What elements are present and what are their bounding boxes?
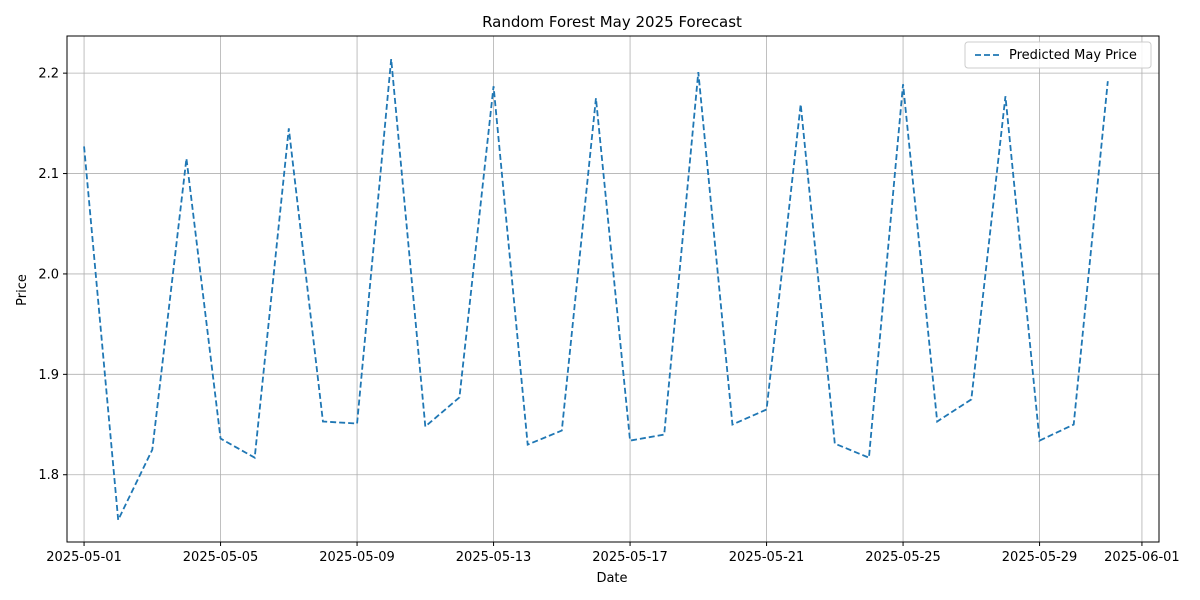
data-point — [322, 420, 324, 422]
x-tick-label: 2025-05-29 — [1002, 550, 1078, 565]
y-axis-ticks: 1.8 1.9 2.0 2.1 2.2 — [38, 67, 67, 483]
plot-background — [67, 36, 1159, 542]
x-tick-label: 2025-06-01 — [1104, 550, 1180, 565]
y-tick-label: 2.2 — [38, 67, 59, 82]
data-point — [663, 433, 665, 435]
y-axis-label: Price — [15, 274, 30, 306]
data-point — [185, 157, 187, 159]
data-point — [595, 97, 597, 99]
legend-box — [964, 41, 1152, 69]
data-point — [83, 145, 85, 147]
data-point — [424, 425, 426, 427]
chart-title: Random Forest May 2025 Forecast — [482, 13, 742, 31]
x-tick-label: 2025-05-13 — [456, 550, 532, 565]
x-tick-label: 2025-05-09 — [319, 550, 395, 565]
data-point — [902, 83, 904, 85]
x-tick-label: 2025-05-01 — [46, 550, 122, 565]
data-point — [390, 58, 392, 60]
x-axis-ticks: 2025-05-01 2025-05-05 2025-05-09 2025-05-13… — [46, 542, 1180, 565]
data-point — [117, 519, 119, 521]
x-tick-label: 2025-05-17 — [592, 550, 668, 565]
x-axis-label: Date — [596, 571, 627, 586]
data-point — [629, 439, 631, 441]
data-point — [868, 456, 870, 458]
data-point — [970, 398, 972, 400]
data-point — [1107, 80, 1109, 82]
data-point — [356, 422, 358, 424]
series-line-0 — [83, 59, 1109, 524]
y-tick-label: 2.0 — [38, 267, 59, 282]
plot-frame — [66, 35, 1160, 543]
data-point — [1072, 423, 1074, 425]
data-point — [458, 396, 460, 398]
y-tick-label: 1.9 — [38, 368, 59, 383]
legend-entry-label: Predicted May Price — [1009, 48, 1137, 63]
grid — [67, 36, 1159, 542]
data-point — [492, 85, 494, 87]
data-point — [561, 429, 563, 431]
data-point — [697, 71, 699, 73]
legend: Predicted May Price — [964, 41, 1152, 69]
data-point — [799, 103, 801, 105]
data-point — [151, 448, 153, 450]
data-point — [526, 443, 528, 445]
data-point — [253, 456, 255, 458]
x-tick-label: 2025-05-21 — [729, 550, 805, 565]
x-tick-label: 2025-05-25 — [865, 550, 941, 565]
data-point — [936, 420, 938, 422]
data-point — [1038, 439, 1040, 441]
data-point — [288, 127, 290, 129]
y-tick-label: 1.8 — [38, 468, 59, 483]
series-layer — [83, 58, 1109, 524]
data-point — [219, 437, 221, 439]
x-tick-label: 2025-05-05 — [183, 550, 259, 565]
data-point — [1004, 95, 1006, 97]
data-point — [834, 442, 836, 444]
data-point — [731, 423, 733, 425]
y-tick-label: 2.1 — [38, 167, 59, 182]
data-point — [765, 408, 767, 410]
